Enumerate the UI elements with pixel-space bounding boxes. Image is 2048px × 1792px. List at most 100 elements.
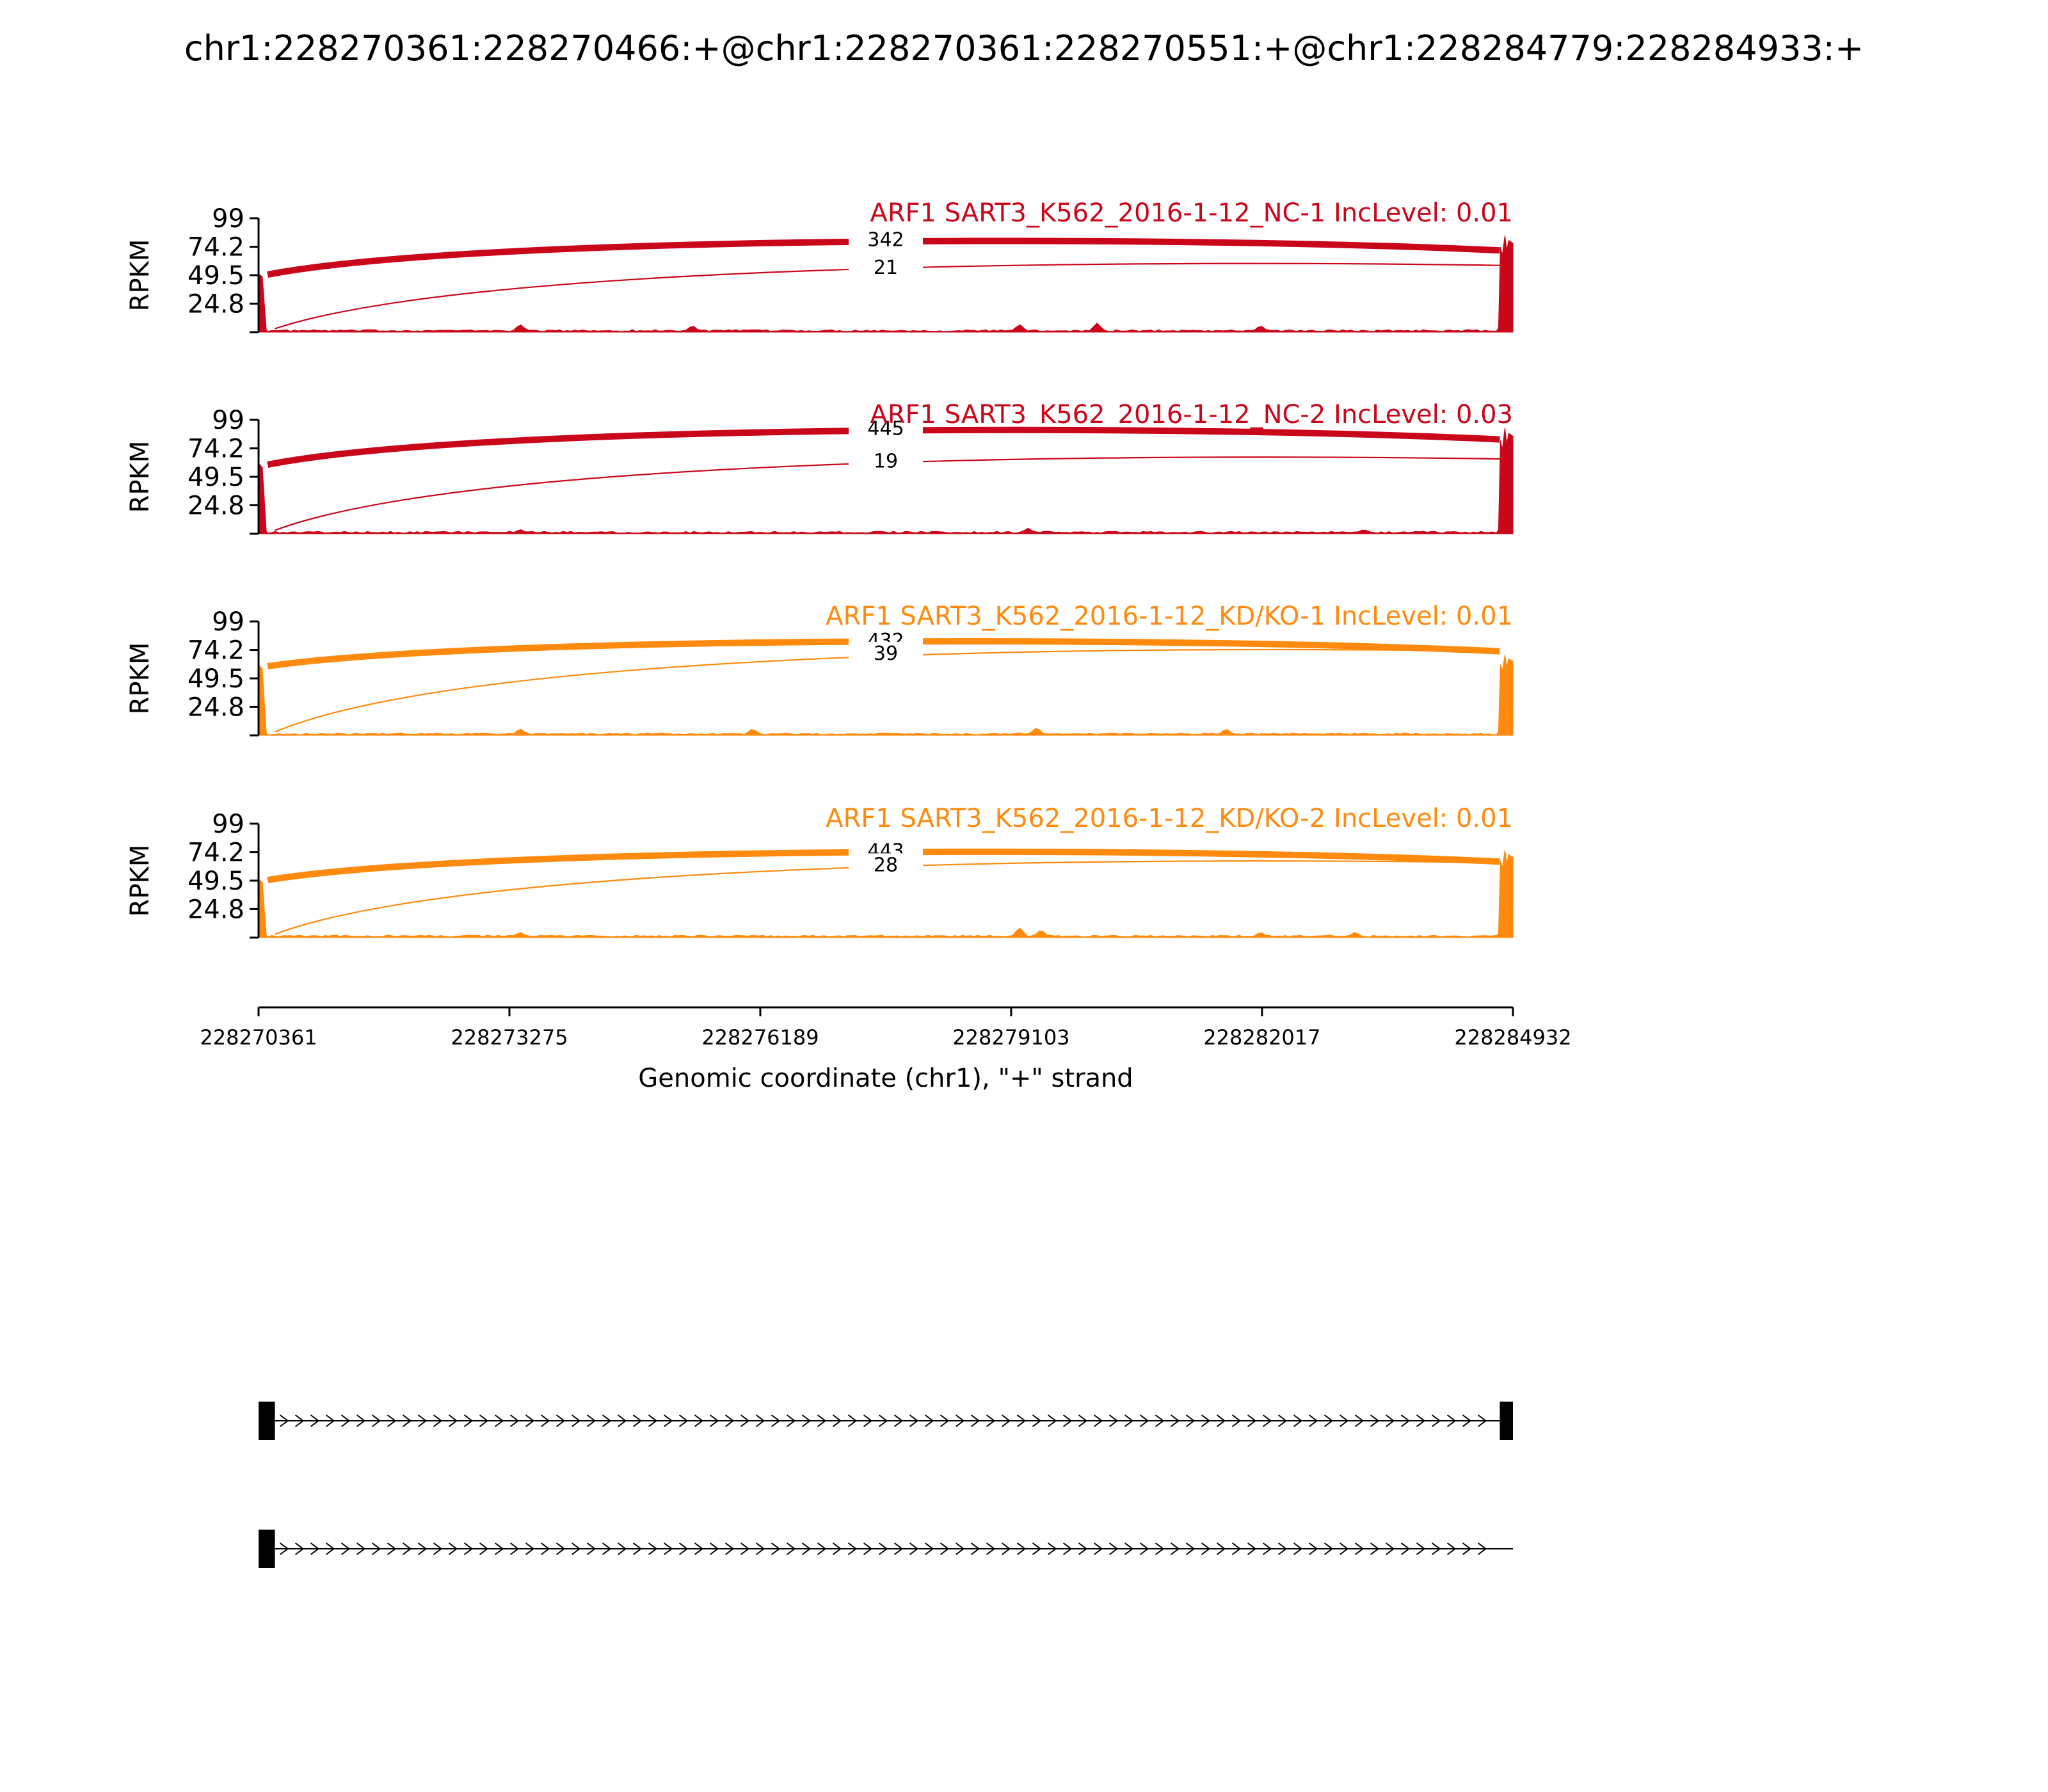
coverage-area: [258, 655, 1514, 736]
strand-arrow: [755, 1542, 765, 1555]
strand-arrow: [556, 1414, 566, 1427]
strand-arrow: [893, 1542, 904, 1555]
strand-arrow: [909, 1414, 919, 1427]
strand-arrow: [786, 1542, 796, 1555]
strand-arrow: [525, 1542, 535, 1555]
strand-arrow: [602, 1542, 612, 1555]
strand-arrow: [1047, 1542, 1057, 1555]
strand-arrow: [1385, 1414, 1395, 1427]
strand-arrow: [571, 1542, 581, 1555]
strand-arrow: [740, 1414, 750, 1427]
strand-arrow: [678, 1414, 689, 1427]
y-tick-label: 74.2: [188, 636, 244, 666]
strand-arrow: [1032, 1542, 1042, 1555]
strand-arrow: [786, 1414, 796, 1427]
strand-arrow: [986, 1542, 996, 1555]
x-axis: 228270361 228273275 228276189 228279103 2282…: [200, 1006, 1572, 1093]
strand-arrow: [340, 1414, 351, 1427]
strand-arrow: [1001, 1414, 1011, 1427]
strand-arrow: [986, 1414, 996, 1427]
strand-arrow: [387, 1542, 397, 1555]
strand-arrow: [1354, 1542, 1364, 1555]
strand-arrow: [1062, 1414, 1073, 1427]
x-tick-label: 228284932: [1454, 1025, 1571, 1050]
skipping-junction-arc: [275, 648, 1500, 733]
y-tick-label: 49.5: [188, 664, 244, 694]
skipping-junction-arc: [275, 456, 1500, 531]
strand-arrow: [771, 1542, 781, 1555]
strand-arrow: [1108, 1542, 1119, 1555]
strand-arrow: [1139, 1414, 1149, 1427]
strand-arrow: [1078, 1414, 1088, 1427]
y-axis: 24.849.574.299 RPKM: [125, 607, 260, 737]
strand-arrow: [1124, 1542, 1134, 1555]
strand-arrow: [279, 1542, 289, 1555]
strand-arrow: [1477, 1414, 1487, 1427]
strand-arrow: [878, 1414, 888, 1427]
skipping-junction-arc: [275, 860, 1500, 935]
strand-arrow: [433, 1414, 443, 1427]
strand-arrow: [1416, 1542, 1426, 1555]
strand-arrow: [1016, 1414, 1027, 1427]
strand-arrow: [417, 1542, 428, 1555]
strand-arrow: [847, 1542, 858, 1555]
strand-arrow: [540, 1542, 550, 1555]
strand-arrow: [663, 1542, 673, 1555]
strand-arrow: [755, 1414, 765, 1427]
strand-arrow: [648, 1414, 658, 1427]
y-tick-label: 99: [212, 607, 244, 637]
x-axis-label: Genomic coordinate (chr1), "+" strand: [638, 1064, 1133, 1093]
strand-arrow: [509, 1414, 520, 1427]
strand-arrow: [1247, 1542, 1257, 1555]
strand-arrow: [448, 1542, 458, 1555]
strand-arrow: [1155, 1542, 1165, 1555]
strand-arrow: [1416, 1414, 1426, 1427]
strand-arrow: [448, 1414, 458, 1427]
sample-label: ARF1 SART3_K562_2016-1-12_NC-1 IncLevel:…: [870, 198, 1513, 228]
strand-arrow: [801, 1414, 812, 1427]
strand-arrow: [863, 1542, 873, 1555]
strand-arrow: [1400, 1414, 1411, 1427]
strand-arrow: [632, 1414, 643, 1427]
strand-arrow: [294, 1542, 305, 1555]
junction-count-box: [849, 255, 923, 279]
strand-arrow: [1231, 1414, 1242, 1427]
strand-arrow: [1339, 1414, 1349, 1427]
y-tick-label: 49.5: [188, 463, 244, 492]
strand-arrow: [571, 1414, 581, 1427]
junction-count: 28: [874, 854, 898, 876]
strand-arrow: [1370, 1414, 1380, 1427]
strand-arrow: [1016, 1542, 1027, 1555]
strand-arrow: [1293, 1414, 1303, 1427]
strand-arrow: [371, 1414, 381, 1427]
strand-arrow: [509, 1542, 520, 1555]
strand-arrow: [940, 1414, 950, 1427]
y-tick-label: 74.2: [188, 838, 244, 868]
sample-label: ARF1 SART3_K562_2016-1-12_NC-2 IncLevel:…: [870, 400, 1513, 429]
strand-arrow: [924, 1414, 934, 1427]
strand-arrow: [1155, 1414, 1165, 1427]
strand-arrow: [694, 1542, 704, 1555]
strand-arrow: [970, 1542, 980, 1555]
strand-arrow: [617, 1542, 627, 1555]
strand-arrow: [479, 1542, 489, 1555]
skipping-junction-arc: [275, 262, 1500, 330]
strand-arrow: [540, 1414, 550, 1427]
strand-arrow: [356, 1542, 366, 1555]
strand-arrow: [556, 1542, 566, 1555]
strand-arrow: [310, 1542, 320, 1555]
strand-arrow: [1385, 1542, 1395, 1555]
strand-arrow: [1139, 1542, 1149, 1555]
strand-arrow: [1170, 1414, 1180, 1427]
strand-arrow: [801, 1542, 812, 1555]
y-tick-label: 49.5: [188, 261, 244, 291]
strand-arrow: [1062, 1542, 1073, 1555]
y-axis: 24.849.574.299 RPKM: [125, 810, 260, 939]
x-tick-label: 228270361: [200, 1025, 317, 1050]
junction-count-box: [849, 853, 923, 877]
inclusion-junction-arc: [267, 848, 1500, 884]
x-tick-label: 228276189: [701, 1025, 819, 1050]
strand-arrow: [1216, 1414, 1226, 1427]
exon-block: [1500, 1402, 1513, 1440]
